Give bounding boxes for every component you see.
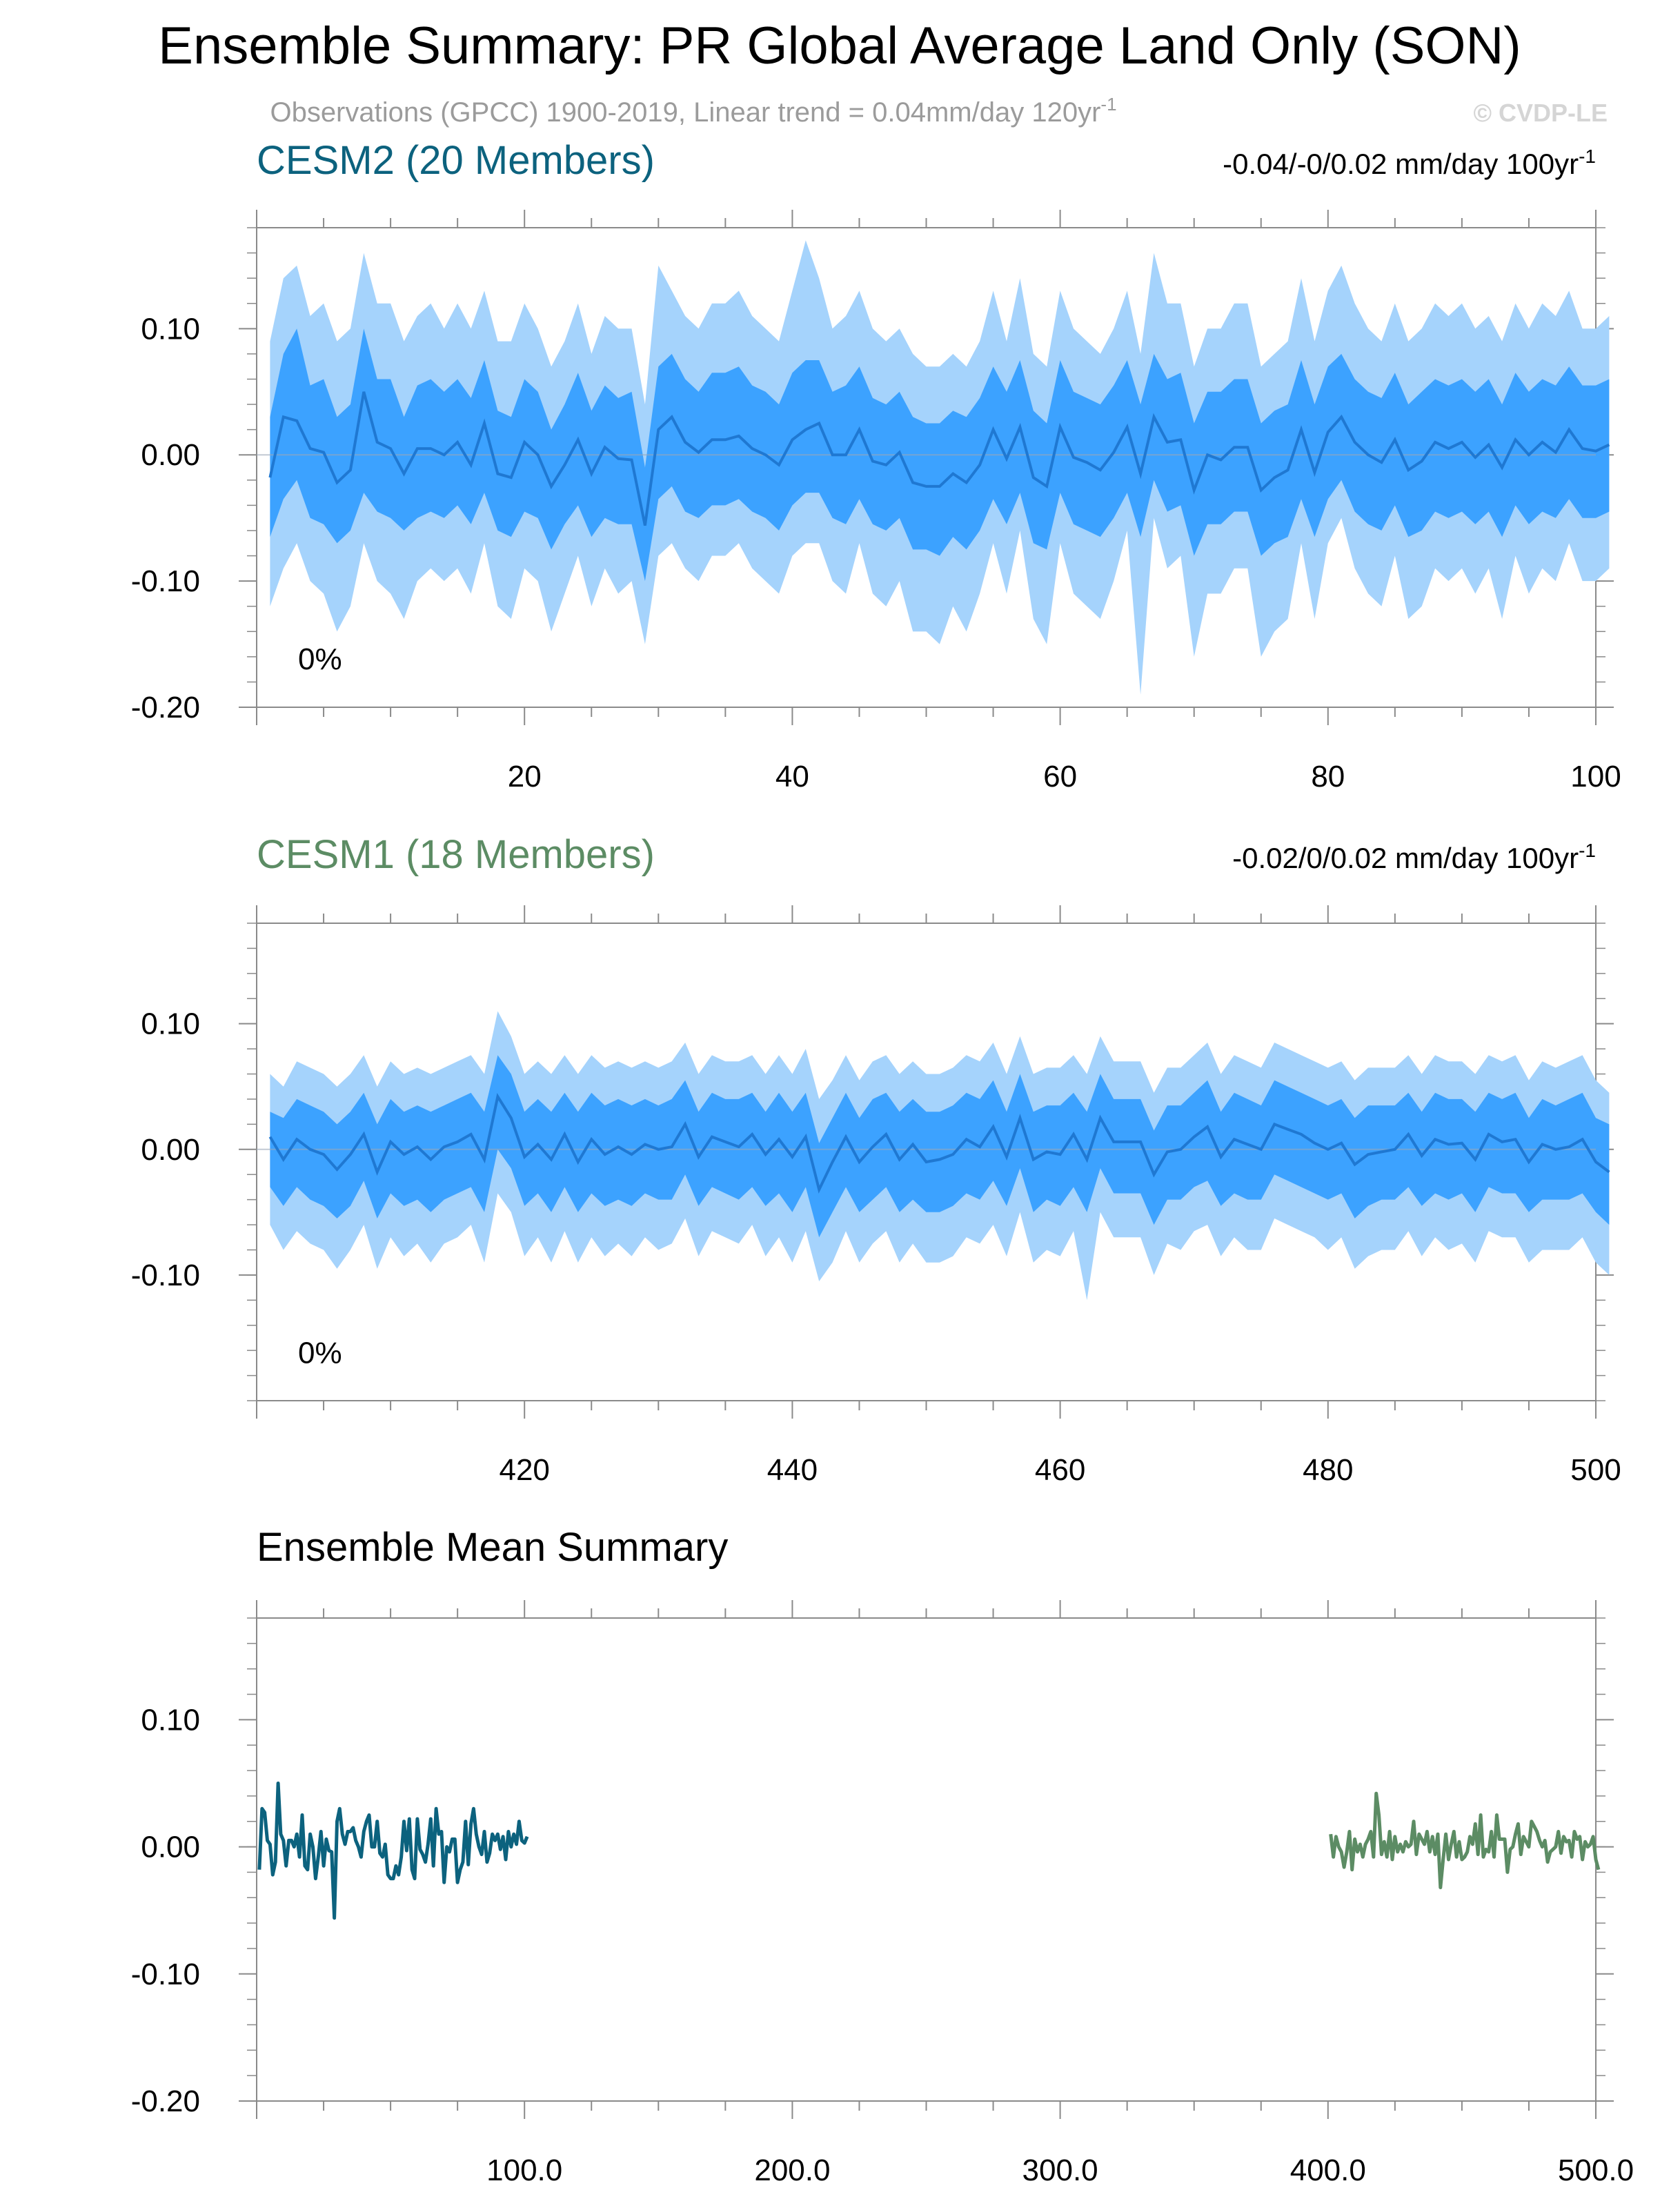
watermark: © CVDP-LE: [1473, 99, 1608, 127]
x-tick-label: 480: [1303, 1453, 1353, 1487]
y-tick-label: 0.00: [141, 1831, 200, 1864]
x-tick-label: 80: [1311, 760, 1345, 793]
x-tick-label: 500.0: [1558, 2153, 1634, 2187]
panel-ensemble-mean: Ensemble Mean Summary -0.20 -0.10 0.00 0.10 1…: [131, 1525, 1634, 2187]
y-tick-label: -0.20: [131, 691, 200, 724]
ensemble-mean-line: [268, 391, 1610, 526]
percent-label: 0%: [298, 642, 342, 676]
panel-title: CESM1 (18 Members): [257, 832, 655, 877]
y-tick-label: 0.10: [141, 1703, 200, 1737]
x-tick-label: 100.0: [486, 2153, 562, 2187]
y-tick-label: 0.10: [141, 312, 200, 346]
y-tick-label: 0.10: [141, 1007, 200, 1041]
panel-cesm1: CESM1 (18 Members) -0.02/0/0.02 mm/day 10…: [131, 832, 1621, 1487]
series-line-cesm2: [257, 1782, 529, 1920]
y-tick-label: 0.00: [141, 438, 200, 472]
x-tick-label: 500: [1570, 1453, 1621, 1487]
x-tick-label: 420: [499, 1453, 549, 1487]
trend-label: -0.04/-0/0.02 mm/day 100yr-1: [1223, 146, 1596, 180]
y-tick-label: -0.10: [131, 564, 200, 598]
percent-label: 0%: [298, 1336, 342, 1370]
series-line-cesm1: [1329, 1791, 1601, 1889]
x-tick-label: 440: [767, 1453, 818, 1487]
y-tick-label: -0.10: [131, 1958, 200, 1991]
ensemble-mean-line: [268, 1093, 1610, 1194]
x-tick-label: 40: [775, 760, 809, 793]
x-tick-label: 60: [1043, 760, 1077, 793]
y-tick-label: 0.00: [141, 1133, 200, 1167]
panel-title: Ensemble Mean Summary: [257, 1525, 728, 1570]
x-tick-label: 20: [508, 760, 542, 793]
x-tick-label: 460: [1035, 1453, 1085, 1487]
band-25-75: [270, 1055, 1610, 1238]
y-tick-label: -0.10: [131, 1259, 200, 1292]
x-tick-label: 400.0: [1290, 2153, 1366, 2187]
figure-title: Ensemble Summary: PR Global Average Land…: [158, 17, 1521, 75]
figure-subtitle: Observations (GPCC) 1900-2019, Linear tr…: [270, 94, 1116, 128]
panel-cesm2: CESM2 (20 Members) -0.04/-0/0.02 mm/day 1…: [131, 138, 1621, 793]
x-tick-label: 100: [1570, 760, 1621, 793]
plot-frame: [256, 1617, 1597, 2102]
y-tick-label: -0.20: [131, 2084, 200, 2118]
panel-title: CESM2 (20 Members): [257, 138, 655, 183]
trend-label: -0.02/0/0.02 mm/day 100yr-1: [1232, 840, 1596, 874]
x-tick-label: 300.0: [1022, 2153, 1098, 2187]
x-tick-label: 200.0: [754, 2153, 830, 2187]
